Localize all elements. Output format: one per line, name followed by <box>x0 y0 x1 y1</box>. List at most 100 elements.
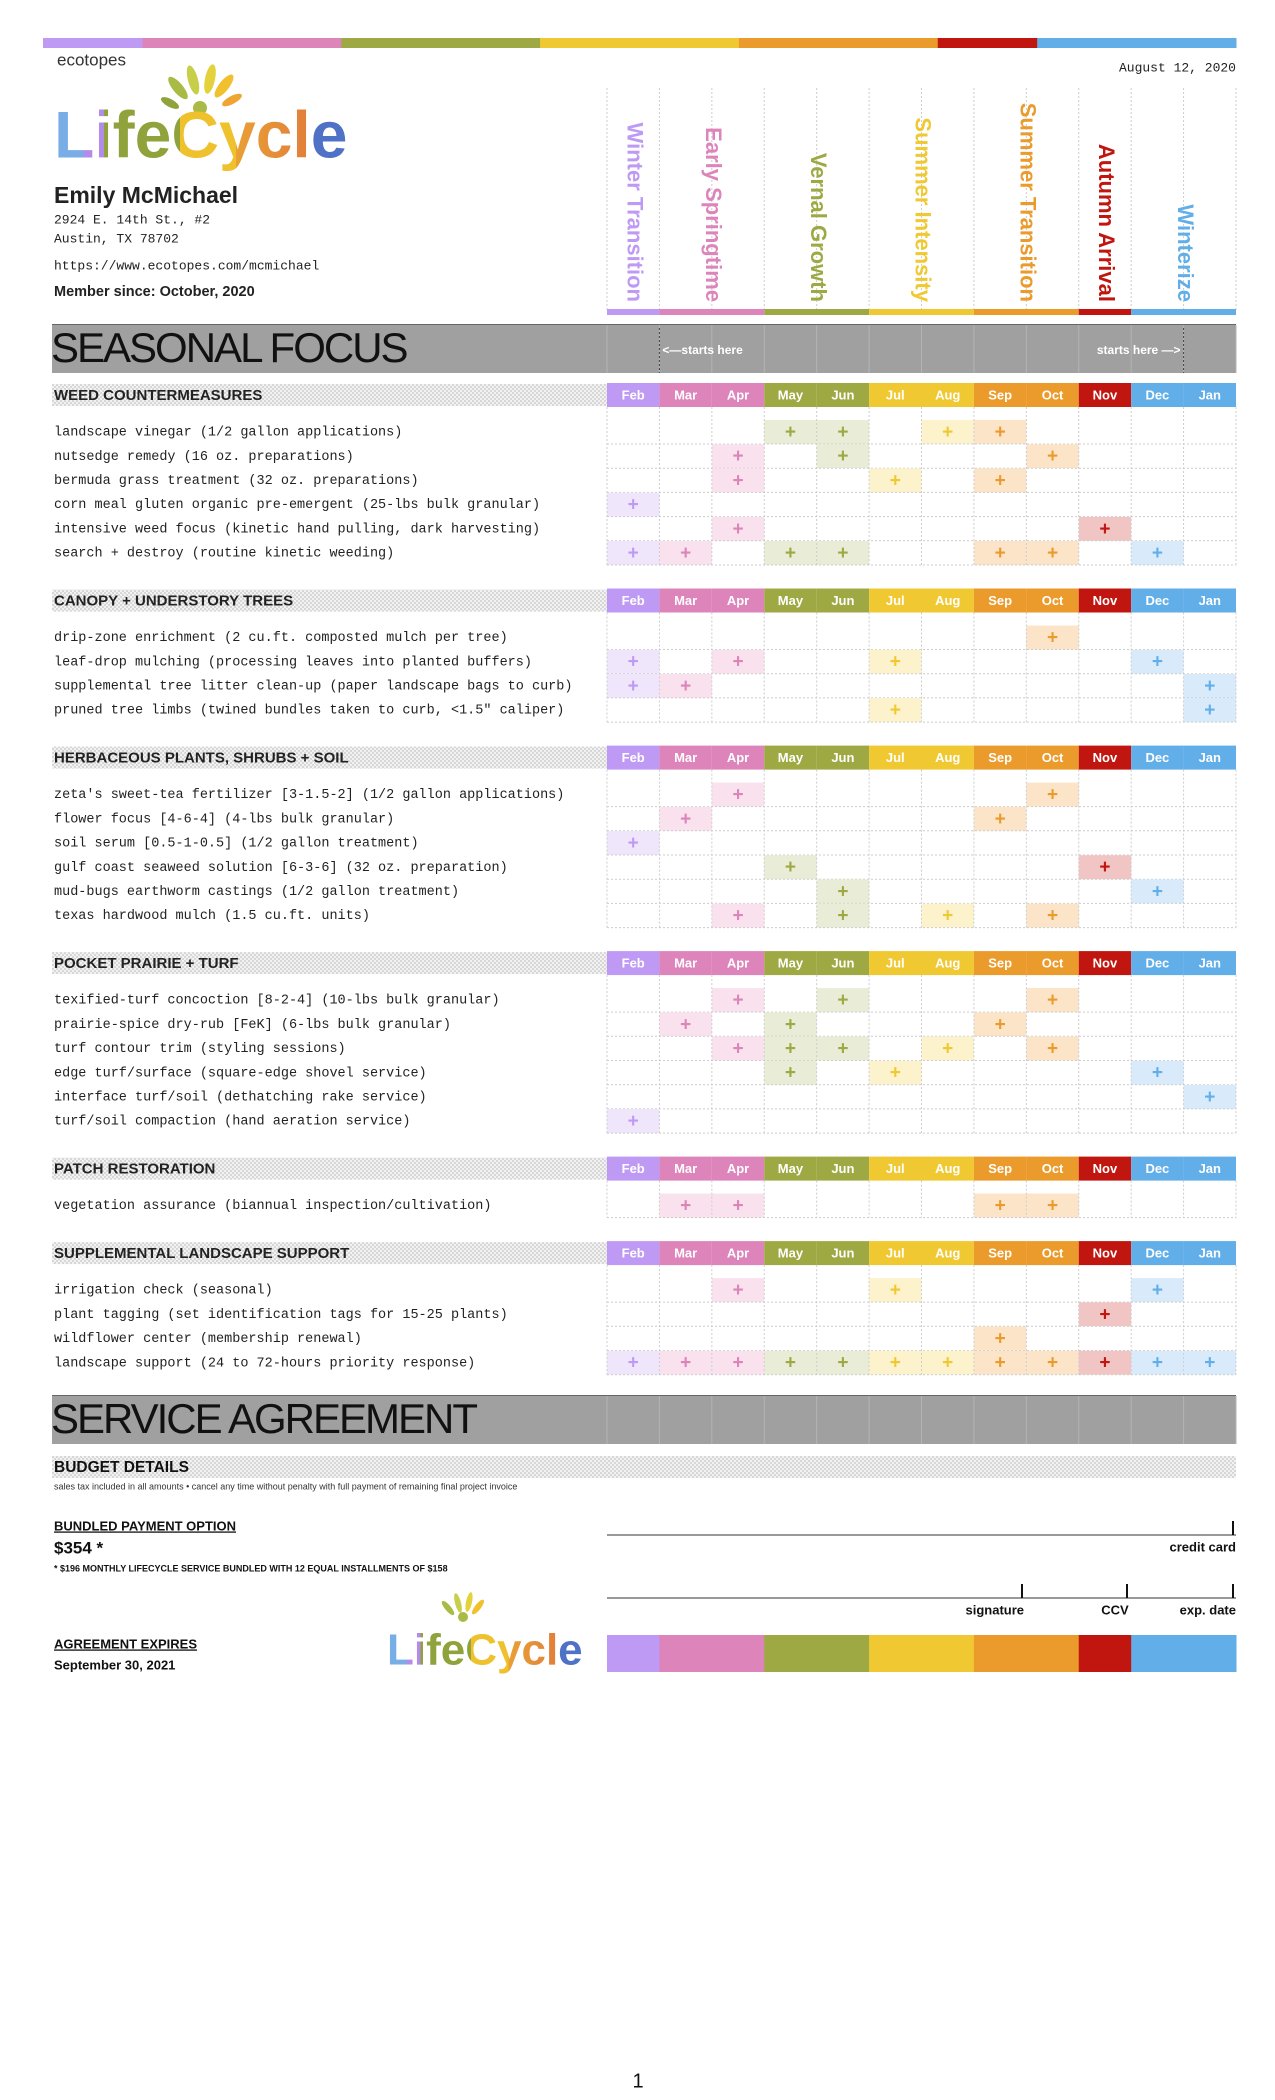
month-cell <box>607 383 660 407</box>
schedule-mark: + <box>785 1353 796 1374</box>
schedule-cell <box>607 492 660 517</box>
schedule-mark: + <box>1152 1280 1163 1301</box>
schedule-mark: + <box>732 990 743 1011</box>
schedule-cell <box>973 420 1027 444</box>
month-cell <box>1183 1156 1236 1181</box>
schedule-cell <box>1026 782 1079 807</box>
month-cell <box>1026 1241 1079 1266</box>
schedule-cell <box>764 1036 817 1061</box>
schedule-mark: + <box>995 1014 1006 1035</box>
month-cell <box>973 951 1027 976</box>
month-cell <box>1078 951 1132 976</box>
schedule-mark: + <box>942 906 953 927</box>
schedule-mark: + <box>995 1329 1006 1350</box>
schedule-cell <box>764 420 817 444</box>
month-label: Oct <box>1042 387 1064 402</box>
schedule-mark: + <box>785 543 796 564</box>
month-label: Apr <box>727 1246 749 1261</box>
schedule-mark: + <box>1047 990 1058 1011</box>
season-strip <box>764 309 870 315</box>
schedule-mark: + <box>890 700 901 721</box>
schedule-mark: + <box>785 1014 796 1035</box>
schedule-mark: + <box>837 543 848 564</box>
schedule-mark: + <box>628 1111 639 1132</box>
schedule-cell <box>607 541 660 565</box>
schedule-mark: + <box>1047 543 1058 564</box>
month-cell <box>1131 745 1184 770</box>
month-label: Nov <box>1093 956 1118 971</box>
schedule-cell <box>607 1350 660 1375</box>
month-cell <box>869 745 922 770</box>
price-note: * $196 MONTHLY LIFECYCLE SERVICE BUNDLED… <box>54 1563 448 1573</box>
task-label: nutsedge remedy (16 oz. preparations) <box>54 450 354 465</box>
month-label: Jun <box>831 1161 854 1176</box>
schedule-mark: + <box>837 990 848 1011</box>
month-cell <box>1183 951 1236 976</box>
schedule-cell <box>711 903 765 928</box>
month-cell <box>607 1241 660 1266</box>
schedule-cell <box>1183 673 1236 698</box>
month-cell <box>973 383 1027 407</box>
customer-name: Emily McMichael <box>54 182 238 208</box>
month-cell <box>607 1156 660 1181</box>
month-label: Jul <box>886 1246 905 1261</box>
month-cell <box>711 1156 765 1181</box>
member-since: Member since: October, 2020 <box>54 284 255 300</box>
schedule-cell <box>973 1012 1027 1037</box>
schedule-cell <box>1026 625 1079 650</box>
schedule-mark: + <box>680 676 691 697</box>
schedule-cell <box>1183 1084 1236 1109</box>
month-label: Feb <box>622 1246 645 1261</box>
month-label: Mar <box>674 956 697 971</box>
task-label: landscape vinegar (1/2 gallon applicatio… <box>54 426 402 441</box>
month-label: Dec <box>1145 1246 1169 1261</box>
schedule-mark: + <box>732 1353 743 1374</box>
task-label: flower focus [4-6-4] (4-lbs bulk granula… <box>54 812 394 827</box>
month-cell <box>921 383 974 407</box>
schedule-cell <box>659 1193 712 1218</box>
task-label: pruned tree limbs (twined bundles taken … <box>54 704 564 719</box>
month-label: May <box>778 387 804 402</box>
schedule-mark: + <box>890 470 901 491</box>
schedule-cell <box>711 649 765 674</box>
task-label: search + destroy (routine kinetic weedin… <box>54 547 394 562</box>
month-cell <box>659 588 712 613</box>
month-cell <box>1078 588 1132 613</box>
month-cell <box>1078 745 1132 770</box>
month-cell <box>816 1156 870 1181</box>
month-label: Apr <box>727 956 749 971</box>
schedule-cell <box>1026 1193 1079 1218</box>
month-cell <box>1131 383 1184 407</box>
schedule-cell <box>764 541 817 565</box>
month-cell <box>816 745 870 770</box>
month-cell <box>816 383 870 407</box>
color-bar <box>1183 1635 1237 1672</box>
seasonal-focus-title: SEASONAL FOCUS <box>51 324 408 371</box>
month-label: Jun <box>831 1246 854 1261</box>
schedule-mark: + <box>837 906 848 927</box>
task-label: turf contour trim (styling sessions) <box>54 1042 346 1057</box>
schedule-cell <box>711 988 765 1013</box>
schedule-mark: + <box>1152 1353 1163 1374</box>
color-bar <box>659 1635 713 1672</box>
month-cell <box>764 383 817 407</box>
month-label: Dec <box>1145 1161 1169 1176</box>
month-cell <box>921 745 974 770</box>
month-label: Oct <box>1042 593 1064 608</box>
schedule-mark: + <box>837 881 848 902</box>
month-cell <box>607 588 660 613</box>
month-cell <box>921 951 974 976</box>
season-label: Summer Transition <box>1016 103 1041 302</box>
schedule-mark: + <box>890 1063 901 1084</box>
schedule-mark: + <box>1047 446 1058 467</box>
top-color-bar <box>738 38 839 48</box>
month-label: Aug <box>935 387 960 402</box>
color-bar <box>869 1635 922 1672</box>
schedule-cell <box>659 1350 712 1375</box>
schedule-cell <box>869 1060 922 1085</box>
schedule-cell <box>659 1012 712 1037</box>
schedule-cell <box>711 516 765 541</box>
schedule-cell <box>973 468 1027 493</box>
month-label: Dec <box>1145 956 1169 971</box>
month-label: May <box>778 1161 804 1176</box>
